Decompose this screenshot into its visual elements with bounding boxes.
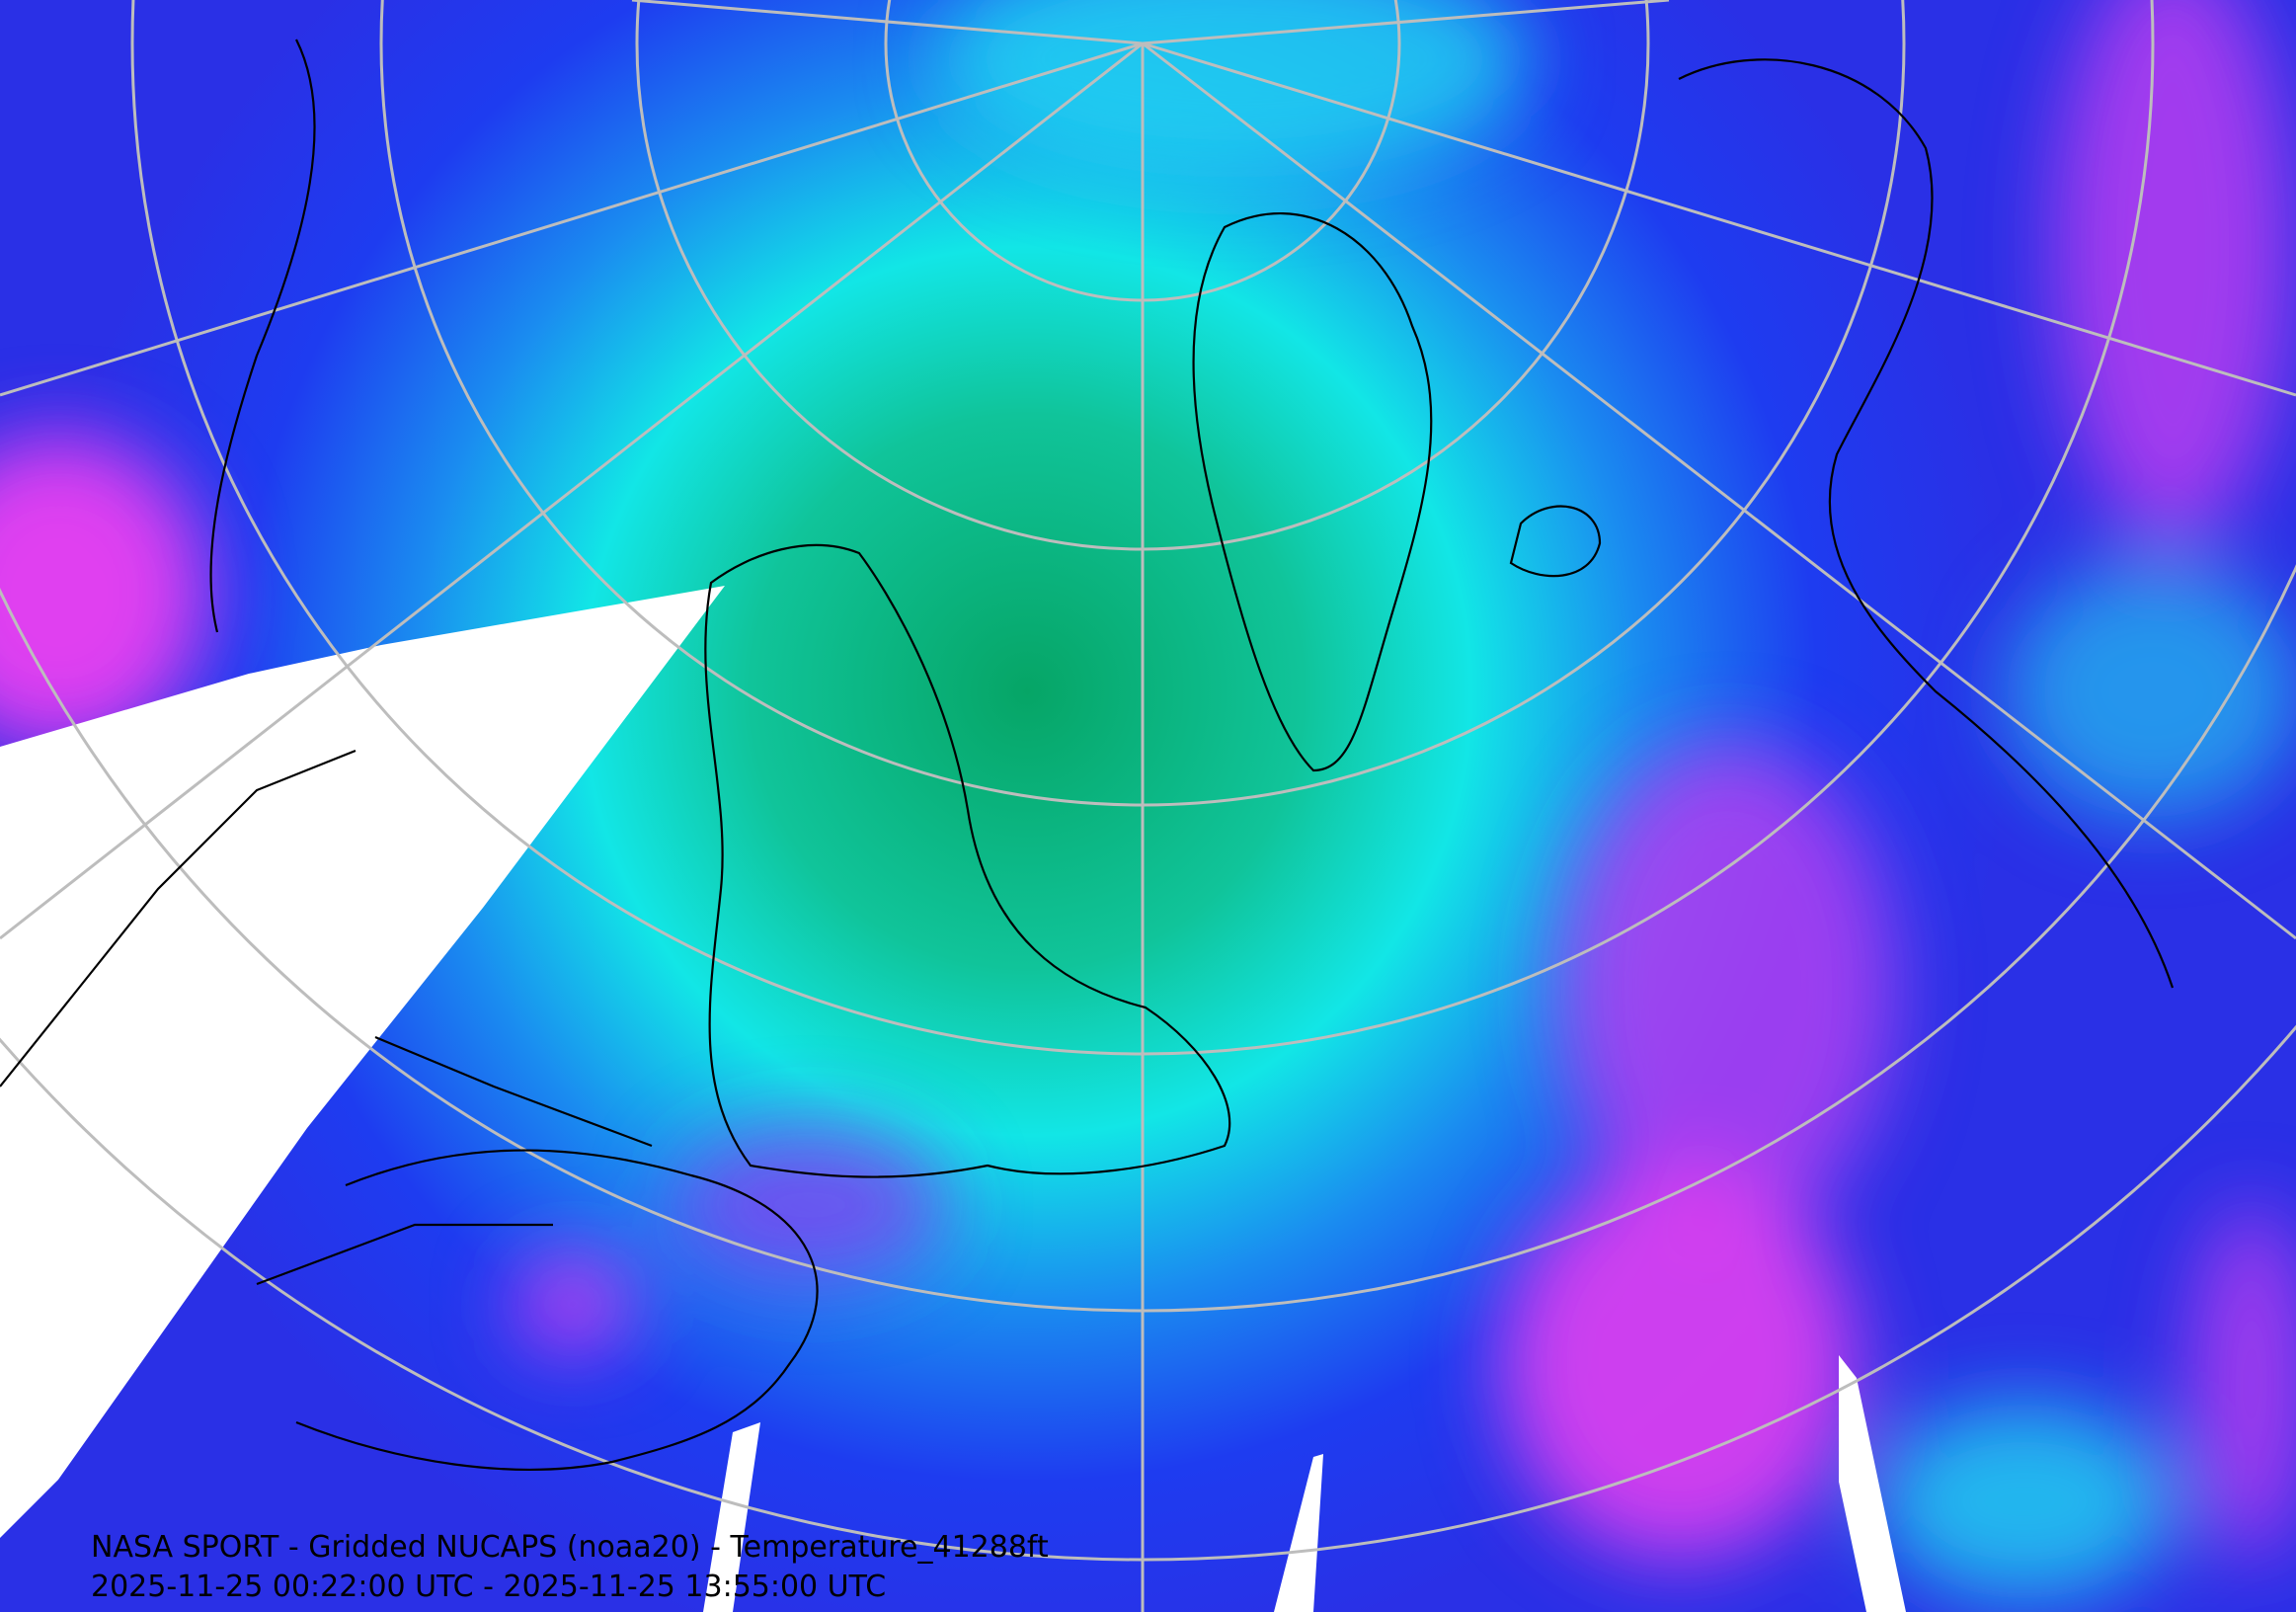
caption-title: NASA SPORT - Gridded NUCAPS (noaa20) - T… xyxy=(91,1530,1049,1565)
no-data-area xyxy=(0,586,1906,1612)
caption-time-range: 2025-11-25 00:22:00 UTC - 2025-11-25 13:… xyxy=(91,1570,886,1604)
coastlines xyxy=(0,39,2175,1471)
